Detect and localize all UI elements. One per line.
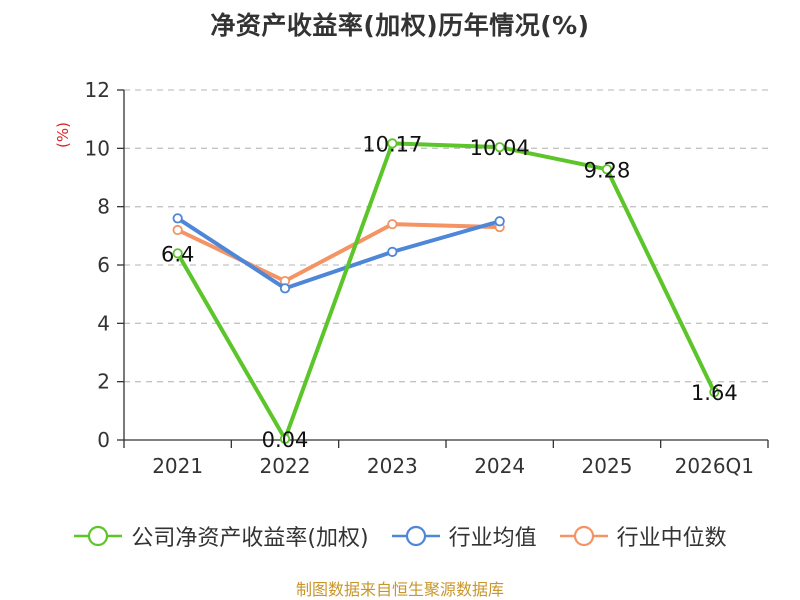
- data-label: 9.28: [584, 158, 631, 182]
- data-point: [709, 387, 720, 398]
- legend-item[interactable]: 行业中位数: [559, 520, 727, 552]
- legend-line-circle-icon: [74, 525, 123, 547]
- legend-label: 行业中位数: [616, 526, 727, 551]
- x-tick-label: 2026Q1: [675, 454, 754, 478]
- series-1: [172, 213, 505, 294]
- data-point: [172, 224, 183, 236]
- series-line: [175, 216, 502, 291]
- data-label: 1.64: [691, 381, 738, 405]
- y-tick-label: 10: [85, 136, 110, 160]
- data-point: [279, 283, 291, 294]
- x-tick-label: 2021: [152, 454, 203, 478]
- data-point: [494, 216, 505, 227]
- data-point: [172, 213, 183, 224]
- series-2: [172, 219, 505, 287]
- legend-label: 公司净资产收益率(加权): [131, 526, 369, 551]
- x-tick-label: 2023: [367, 454, 418, 478]
- y-tick-label: 2: [97, 370, 110, 394]
- legend-line-circle-icon: [559, 525, 608, 547]
- legend-item[interactable]: 行业均值: [391, 520, 537, 552]
- data-point: [494, 142, 505, 153]
- data-point: [387, 219, 398, 230]
- x-tick-label: 2024: [474, 454, 525, 478]
- legend-circle: [88, 525, 109, 547]
- data-point: [172, 248, 183, 259]
- axis-layer: 0 2 4 6 8 10 12 2021 2022 2023 2024 2025 2026Q1: [85, 78, 769, 478]
- series-line: [175, 141, 717, 441]
- legend-label: 行业均值: [448, 526, 537, 551]
- y-tick-label: 0: [97, 428, 110, 452]
- data-point: [387, 246, 398, 257]
- data-point: [387, 138, 398, 149]
- x-tick-label: 2025: [582, 454, 633, 478]
- legend: 公司净资产收益率(加权) 行业均值 行业中位数: [0, 518, 800, 554]
- series-line: [175, 222, 502, 284]
- data-label: 6.4: [161, 242, 194, 266]
- legend-circle: [573, 525, 594, 547]
- legend-line-circle-icon: [391, 525, 440, 547]
- data-label: 10.04: [470, 136, 530, 160]
- chart-title: 净资产收益率(加权)历年情况(%): [210, 11, 590, 40]
- data-point: [279, 433, 291, 444]
- data-label: 0.04: [262, 428, 309, 452]
- series-0: [172, 138, 720, 444]
- y-tick-label: 8: [97, 195, 110, 219]
- data-label: 10.17: [362, 132, 422, 156]
- y-tick-label: 4: [97, 311, 110, 335]
- y-tick-label: 12: [85, 78, 110, 102]
- series-layer: [172, 138, 720, 444]
- data-point: [601, 164, 613, 175]
- y-tick-label: 6: [97, 253, 110, 277]
- data-source-note: 制图数据来自恒生聚源数据库: [295, 580, 504, 599]
- legend-circle: [405, 525, 426, 547]
- grid-layer: [124, 89, 768, 383]
- legend-item[interactable]: 公司净资产收益率(加权): [73, 520, 369, 552]
- x-tick-label: 2022: [260, 454, 311, 478]
- data-label-layer: 6.4 0.04 10.17 10.04 9.28 1.64: [161, 132, 738, 451]
